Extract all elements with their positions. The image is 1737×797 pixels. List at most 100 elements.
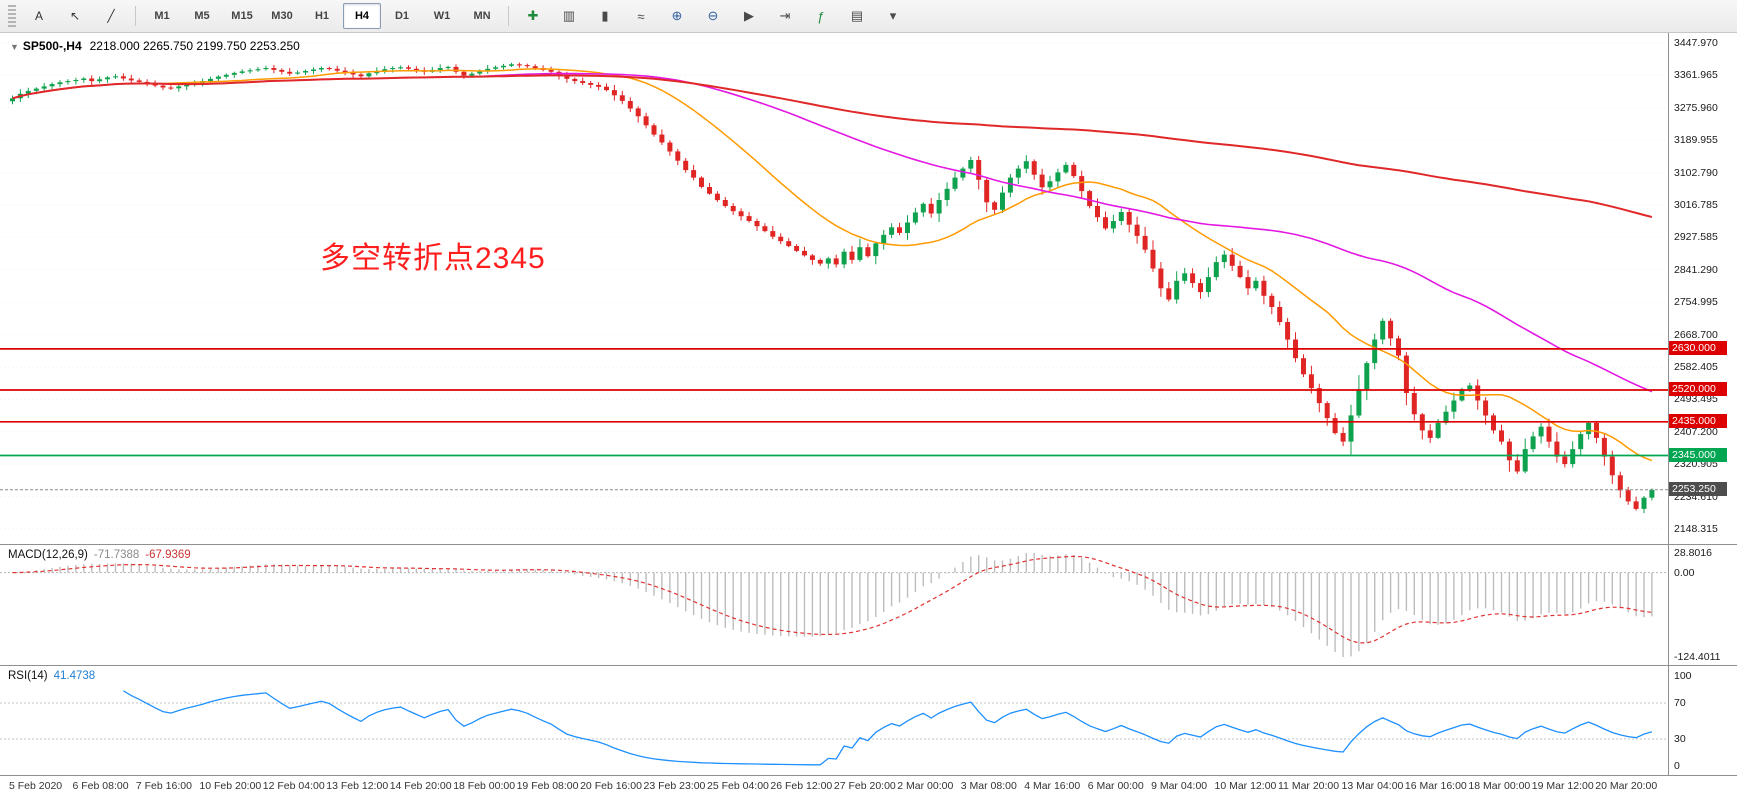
price-tick-label: 3447.970	[1674, 37, 1718, 49]
timeframe-m1-button[interactable]: M1	[154, 10, 170, 22]
price-tick-label: 3102.790	[1674, 166, 1718, 179]
price-tick-label: 2841.290	[1674, 263, 1718, 276]
chart-bars-icon[interactable]: ▥	[562, 8, 576, 23]
price-scale-axis[interactable]: 3447.970 3361.965 3275.960 3189.955 3102.790…	[1668, 33, 1737, 544]
ma-slow-line	[12, 74, 1653, 218]
rsi-chart	[0, 690, 1668, 766]
main-toolbar: A ↖ ╱ M1 M5 M15 M30 H1 H4 D1 W1 MN ✚ ▥ ▮ ≈ ⊕ ⊖ ▶ ⇥ ƒ ▤ ▾	[0, 0, 1737, 33]
price-tick-label: 3361.965	[1674, 69, 1718, 82]
time-axis-label: 5 Feb 2020	[9, 780, 63, 792]
trendline-tool[interactable]: ╱	[107, 9, 115, 23]
price-tick-label: 2668.700	[1674, 328, 1718, 341]
timeframe-m15-button[interactable]: M15	[231, 10, 253, 22]
rsi-value: 41.4738	[53, 670, 96, 682]
period-dropdown-icon[interactable]: ▾	[889, 8, 897, 23]
price-tick-label: 2493.495	[1674, 393, 1718, 406]
macd-scale-label: 28.8016	[1674, 547, 1712, 559]
price-tick-label: 2754.995	[1674, 296, 1718, 309]
chart-candles-icon[interactable]: ▮	[601, 8, 609, 23]
macd-scale-axis[interactable]: 28.8016 0.00 -124.4011	[1668, 545, 1737, 665]
rsi-scale-label: 100	[1674, 670, 1692, 682]
time-axis-label: 19 Mar 12:00	[1531, 780, 1594, 792]
timeframe-w1-button[interactable]: W1	[433, 10, 451, 22]
toolbar-separator	[135, 6, 136, 26]
timeframe-d1-button[interactable]: D1	[394, 10, 410, 22]
new-order-icon[interactable]: ✚	[527, 8, 539, 23]
time-axis-label: 19 Feb 08:00	[516, 780, 579, 792]
collapse-arrow-icon[interactable]: ▼	[10, 42, 19, 52]
time-axis-label: 23 Feb 23:00	[643, 780, 706, 792]
indicators-icon[interactable]: ƒ	[817, 8, 825, 24]
toolbar-separator	[508, 6, 509, 26]
time-axis-label: 25 Feb 04:00	[707, 780, 769, 792]
level-price-tag[interactable]: 2435.000	[1669, 413, 1727, 428]
rsi-label: RSI(14) 41.4738	[8, 670, 95, 682]
time-axis-label: 11 Mar 20:00	[1278, 780, 1340, 792]
timeframe-h1-button[interactable]: H1	[314, 10, 330, 22]
price-tick-label: 2148.315	[1674, 523, 1718, 535]
time-axis-label: 10 Feb 20:00	[199, 780, 262, 792]
time-axis-label: 18 Feb 00:00	[453, 780, 516, 792]
time-axis-label: 12 Feb 04:00	[262, 780, 325, 792]
macd-histogram	[19, 553, 1653, 657]
time-axis-label: 18 Mar 00:00	[1468, 780, 1531, 792]
zoom-in-icon[interactable]: ⊕	[671, 8, 683, 23]
macd-chart	[0, 553, 1668, 657]
time-axis-label: 4 Mar 16:00	[1024, 780, 1081, 792]
time-axis-label: 14 Feb 20:00	[389, 780, 452, 792]
time-axis-label: 9 Mar 04:00	[1151, 780, 1208, 792]
chart-title: ▼ SP500-,H4 2218.000 2265.750 2199.750 225…	[10, 39, 300, 53]
rsi-scale-axis[interactable]: 100 70 30 0	[1668, 666, 1737, 775]
time-axis-label: 20 Feb 16:00	[580, 780, 642, 792]
text-tool[interactable]: A	[34, 9, 43, 23]
bear-candle-wicks	[91, 62, 1637, 511]
time-axis-label: 26 Feb 12:00	[770, 780, 833, 792]
templates-icon[interactable]: ▤	[850, 8, 864, 23]
price-tick-label: 2927.585	[1674, 231, 1718, 244]
timeframe-h4-button[interactable]: H4	[343, 3, 381, 29]
time-axis-label: 2 Mar 00:00	[897, 780, 954, 792]
rsi-scale-label: 30	[1674, 733, 1686, 745]
ohlc-values: 2218.000 2265.750 2199.750 2253.250	[89, 39, 300, 53]
bull-candle-bodies	[10, 64, 1655, 509]
price-chart-pane[interactable]: ▼ SP500-,H4 2218.000 2265.750 2199.750 225…	[0, 33, 1737, 544]
time-axis-label: 13 Mar 04:00	[1341, 780, 1404, 792]
rsi-scale-label: 70	[1674, 697, 1686, 709]
chart-shift-icon[interactable]: ⇥	[779, 8, 791, 23]
timeframe-mn-button[interactable]: MN	[473, 10, 491, 22]
rsi-pane[interactable]: RSI(14) 41.4738 100 70 30 0	[0, 665, 1737, 775]
macd-name: MACD(12,26,9)	[8, 549, 88, 561]
macd-main-value: -71.7388	[93, 549, 140, 561]
time-axis-label: 27 Feb 20:00	[833, 780, 896, 792]
time-axis[interactable]: 5 Feb 2020 6 Feb 08:00 7 Feb 16:00 10 Feb 2…	[0, 775, 1737, 797]
time-axis-label: 10 Mar 12:00	[1214, 780, 1277, 792]
macd-label: MACD(12,26,9) -71.7388 -67.9369	[8, 549, 191, 561]
macd-scale-label: 0.00	[1674, 566, 1695, 579]
price-tick-label: 3016.785	[1674, 199, 1718, 211]
time-axis-label: 13 Feb 12:00	[326, 780, 389, 792]
rsi-name: RSI(14)	[8, 670, 48, 682]
macd-scale-label: -124.4011	[1674, 651, 1721, 663]
bear-candle-bodies	[89, 64, 1639, 509]
time-axis-label: 16 Mar 16:00	[1404, 780, 1467, 792]
price-tick-label: 3189.955	[1674, 134, 1718, 147]
price-tick-label: 2407.200	[1674, 425, 1718, 438]
level-price-tag[interactable]: 2630.000	[1669, 340, 1727, 355]
symbol-period-label: SP500-,H4	[22, 39, 82, 53]
timeframe-m30-button[interactable]: M30	[271, 10, 293, 22]
annotation-text[interactable]: 多空转折点2345	[320, 242, 546, 275]
zoom-out-icon[interactable]: ⊖	[707, 8, 719, 23]
time-axis-label: 6 Mar 00:00	[1087, 780, 1144, 792]
cursor-tool[interactable]: ↖	[69, 9, 81, 23]
macd-signal-value: -67.9369	[145, 549, 191, 561]
level-price-tag[interactable]: 2345.000	[1669, 447, 1727, 462]
candlestick-chart[interactable]	[0, 33, 1668, 543]
auto-scroll-icon[interactable]: ▶	[744, 8, 754, 23]
ma-mid-line	[12, 72, 1653, 393]
toolbar-grip[interactable]	[8, 5, 16, 27]
level-price-tag[interactable]: 2520.000	[1669, 382, 1727, 396]
macd-pane[interactable]: MACD(12,26,9) -71.7388 -67.9369 28.8016 0.0…	[0, 544, 1737, 665]
chart-line-icon[interactable]: ≈	[637, 8, 645, 24]
timeframe-m5-button[interactable]: M5	[194, 10, 210, 22]
